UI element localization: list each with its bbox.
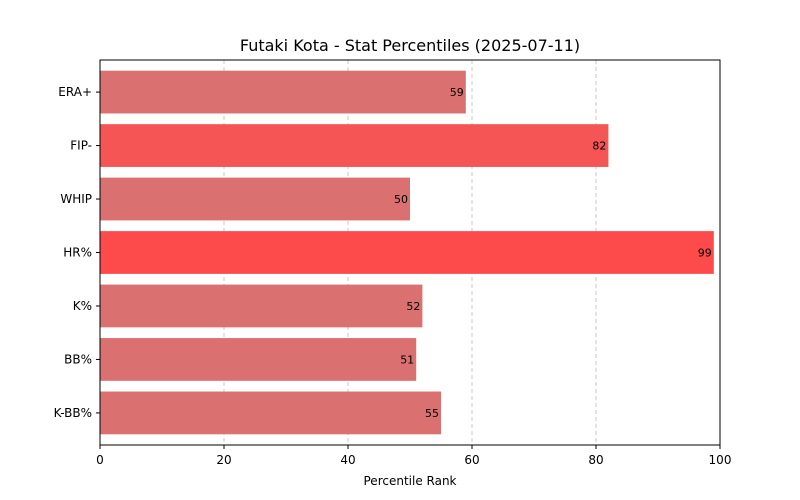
bar — [100, 284, 423, 328]
bar — [100, 124, 609, 167]
bars — [100, 70, 714, 435]
data-label: 51 — [400, 353, 414, 366]
x-axis-label: Percentile Rank — [364, 474, 457, 488]
y-tick-label: FIP- — [70, 139, 92, 153]
x-tick-label: 0 — [96, 453, 104, 467]
data-label: 59 — [450, 86, 464, 99]
bar — [100, 231, 714, 274]
y-tick-label: HR% — [63, 246, 92, 260]
data-label: 55 — [425, 407, 439, 420]
bar — [100, 391, 441, 435]
bar — [100, 338, 417, 381]
data-label: 82 — [592, 140, 606, 153]
data-label: 99 — [698, 247, 712, 260]
x-axis: 0 20 40 60 80 100 — [96, 445, 731, 467]
data-label: 52 — [406, 300, 420, 313]
x-tick-label: 80 — [588, 453, 603, 467]
y-tick-label: BB% — [64, 352, 92, 366]
data-labels: 59 82 50 99 52 51 55 — [394, 86, 712, 420]
y-tick-label: K% — [73, 299, 92, 313]
data-label: 50 — [394, 193, 408, 206]
chart-title: Futaki Kota - Stat Percentiles (2025-07-… — [240, 36, 580, 55]
x-tick-label: 60 — [464, 453, 479, 467]
y-tick-label: ERA+ — [58, 85, 92, 99]
y-axis: ERA+ FIP- WHIP HR% K% BB% K-BB% — [54, 85, 100, 420]
bar — [100, 70, 466, 114]
x-tick-label: 40 — [340, 453, 355, 467]
y-tick-label: K-BB% — [54, 406, 92, 420]
plot-frame — [99, 59, 721, 446]
x-tick-label: 20 — [216, 453, 231, 467]
x-tick-label: 100 — [709, 453, 732, 467]
bar — [100, 177, 410, 221]
y-tick-label: WHIP — [60, 192, 92, 206]
